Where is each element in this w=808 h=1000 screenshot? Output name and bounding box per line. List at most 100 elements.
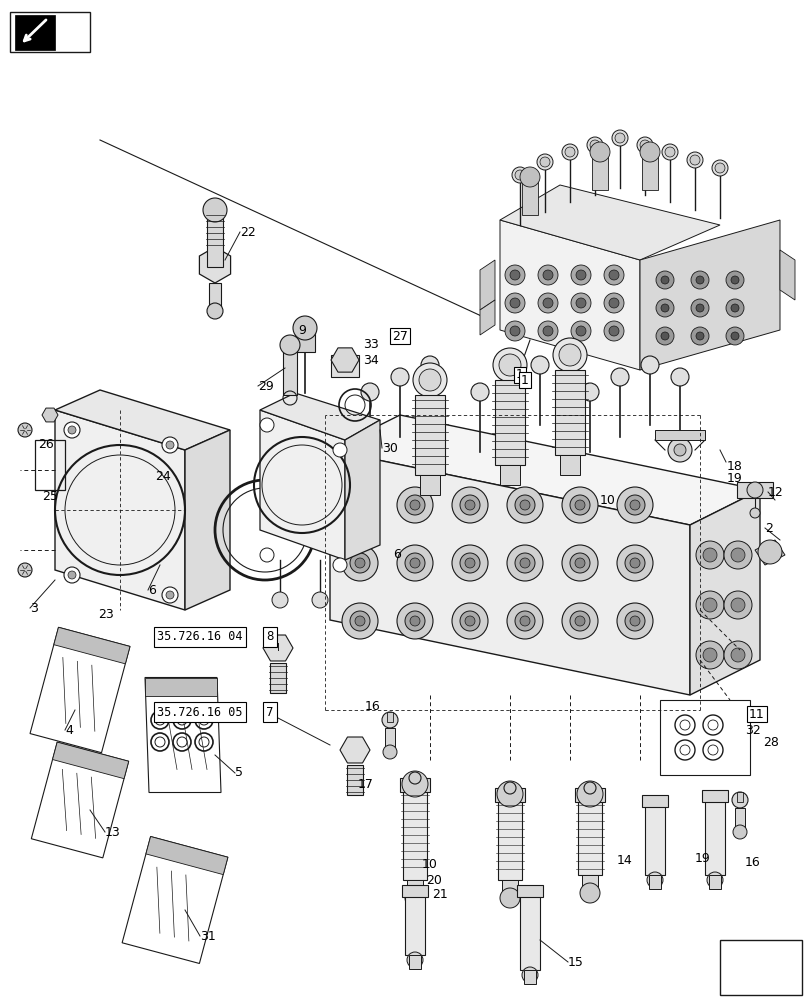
Circle shape: [604, 293, 624, 313]
Circle shape: [724, 641, 752, 669]
Text: 14: 14: [617, 854, 633, 867]
Circle shape: [662, 144, 678, 160]
Circle shape: [559, 344, 581, 366]
Text: 12: 12: [768, 486, 784, 498]
Circle shape: [510, 298, 520, 308]
Circle shape: [410, 558, 420, 568]
Text: 30: 30: [382, 442, 398, 454]
Circle shape: [656, 299, 674, 317]
Circle shape: [604, 321, 624, 341]
Text: 6: 6: [148, 584, 156, 596]
Polygon shape: [55, 390, 230, 450]
Circle shape: [382, 712, 398, 728]
Circle shape: [543, 326, 553, 336]
Polygon shape: [15, 15, 55, 50]
Text: 16: 16: [745, 856, 761, 868]
Bar: [517, 885, 543, 897]
Circle shape: [405, 888, 425, 908]
Circle shape: [726, 299, 744, 317]
Text: 25: 25: [42, 489, 58, 502]
Circle shape: [540, 157, 550, 167]
Circle shape: [520, 167, 540, 187]
Circle shape: [625, 553, 645, 573]
Circle shape: [731, 598, 745, 612]
Circle shape: [452, 545, 488, 581]
Text: 34: 34: [363, 354, 379, 366]
Bar: [283, 350, 297, 395]
Circle shape: [350, 495, 370, 515]
Circle shape: [726, 271, 744, 289]
Circle shape: [18, 423, 32, 437]
Text: 11: 11: [749, 708, 765, 720]
Circle shape: [410, 616, 420, 626]
Circle shape: [505, 293, 525, 313]
Circle shape: [731, 276, 739, 284]
Circle shape: [731, 332, 739, 340]
Circle shape: [724, 541, 752, 569]
Circle shape: [576, 298, 586, 308]
Text: 3: 3: [30, 601, 38, 614]
Circle shape: [758, 540, 782, 564]
Bar: [575, 788, 605, 802]
Circle shape: [696, 332, 704, 340]
Circle shape: [531, 356, 549, 374]
Circle shape: [515, 495, 535, 515]
Circle shape: [410, 500, 420, 510]
Polygon shape: [55, 410, 185, 610]
Circle shape: [162, 587, 178, 603]
Circle shape: [609, 270, 619, 280]
Polygon shape: [330, 415, 760, 525]
Circle shape: [724, 591, 752, 619]
Circle shape: [465, 616, 475, 626]
Bar: [331, 355, 359, 377]
Circle shape: [696, 276, 704, 284]
Circle shape: [570, 495, 590, 515]
Circle shape: [397, 545, 433, 581]
Circle shape: [562, 545, 598, 581]
Bar: [720, 940, 802, 995]
Bar: [578, 800, 602, 875]
Circle shape: [465, 500, 475, 510]
Circle shape: [630, 558, 640, 568]
Circle shape: [538, 321, 558, 341]
Circle shape: [460, 553, 480, 573]
Circle shape: [538, 265, 558, 285]
Circle shape: [342, 545, 378, 581]
Circle shape: [712, 160, 728, 176]
Circle shape: [731, 548, 745, 562]
Circle shape: [562, 487, 598, 523]
Circle shape: [460, 495, 480, 515]
Circle shape: [580, 883, 600, 903]
Circle shape: [405, 611, 425, 631]
Bar: [709, 875, 721, 889]
Circle shape: [355, 616, 365, 626]
Circle shape: [18, 563, 32, 577]
Text: 27: 27: [392, 330, 408, 342]
Text: 2: 2: [765, 522, 773, 534]
Polygon shape: [500, 185, 720, 260]
Circle shape: [413, 363, 447, 397]
Polygon shape: [780, 250, 795, 300]
Circle shape: [471, 383, 489, 401]
Bar: [500, 465, 520, 485]
Circle shape: [510, 270, 520, 280]
Circle shape: [665, 147, 675, 157]
Text: 10: 10: [600, 493, 616, 506]
Circle shape: [333, 558, 347, 572]
Polygon shape: [500, 220, 640, 370]
Polygon shape: [53, 742, 128, 779]
Text: 1: 1: [516, 368, 524, 381]
Circle shape: [576, 270, 586, 280]
Text: 35.726.16 04: 35.726.16 04: [158, 631, 242, 644]
Circle shape: [690, 155, 700, 165]
Circle shape: [604, 265, 624, 285]
Circle shape: [703, 598, 717, 612]
Circle shape: [510, 326, 520, 336]
Circle shape: [661, 304, 669, 312]
Bar: [737, 482, 773, 498]
Polygon shape: [755, 540, 785, 565]
Circle shape: [520, 616, 530, 626]
Circle shape: [625, 495, 645, 515]
Circle shape: [641, 356, 659, 374]
Circle shape: [512, 167, 528, 183]
